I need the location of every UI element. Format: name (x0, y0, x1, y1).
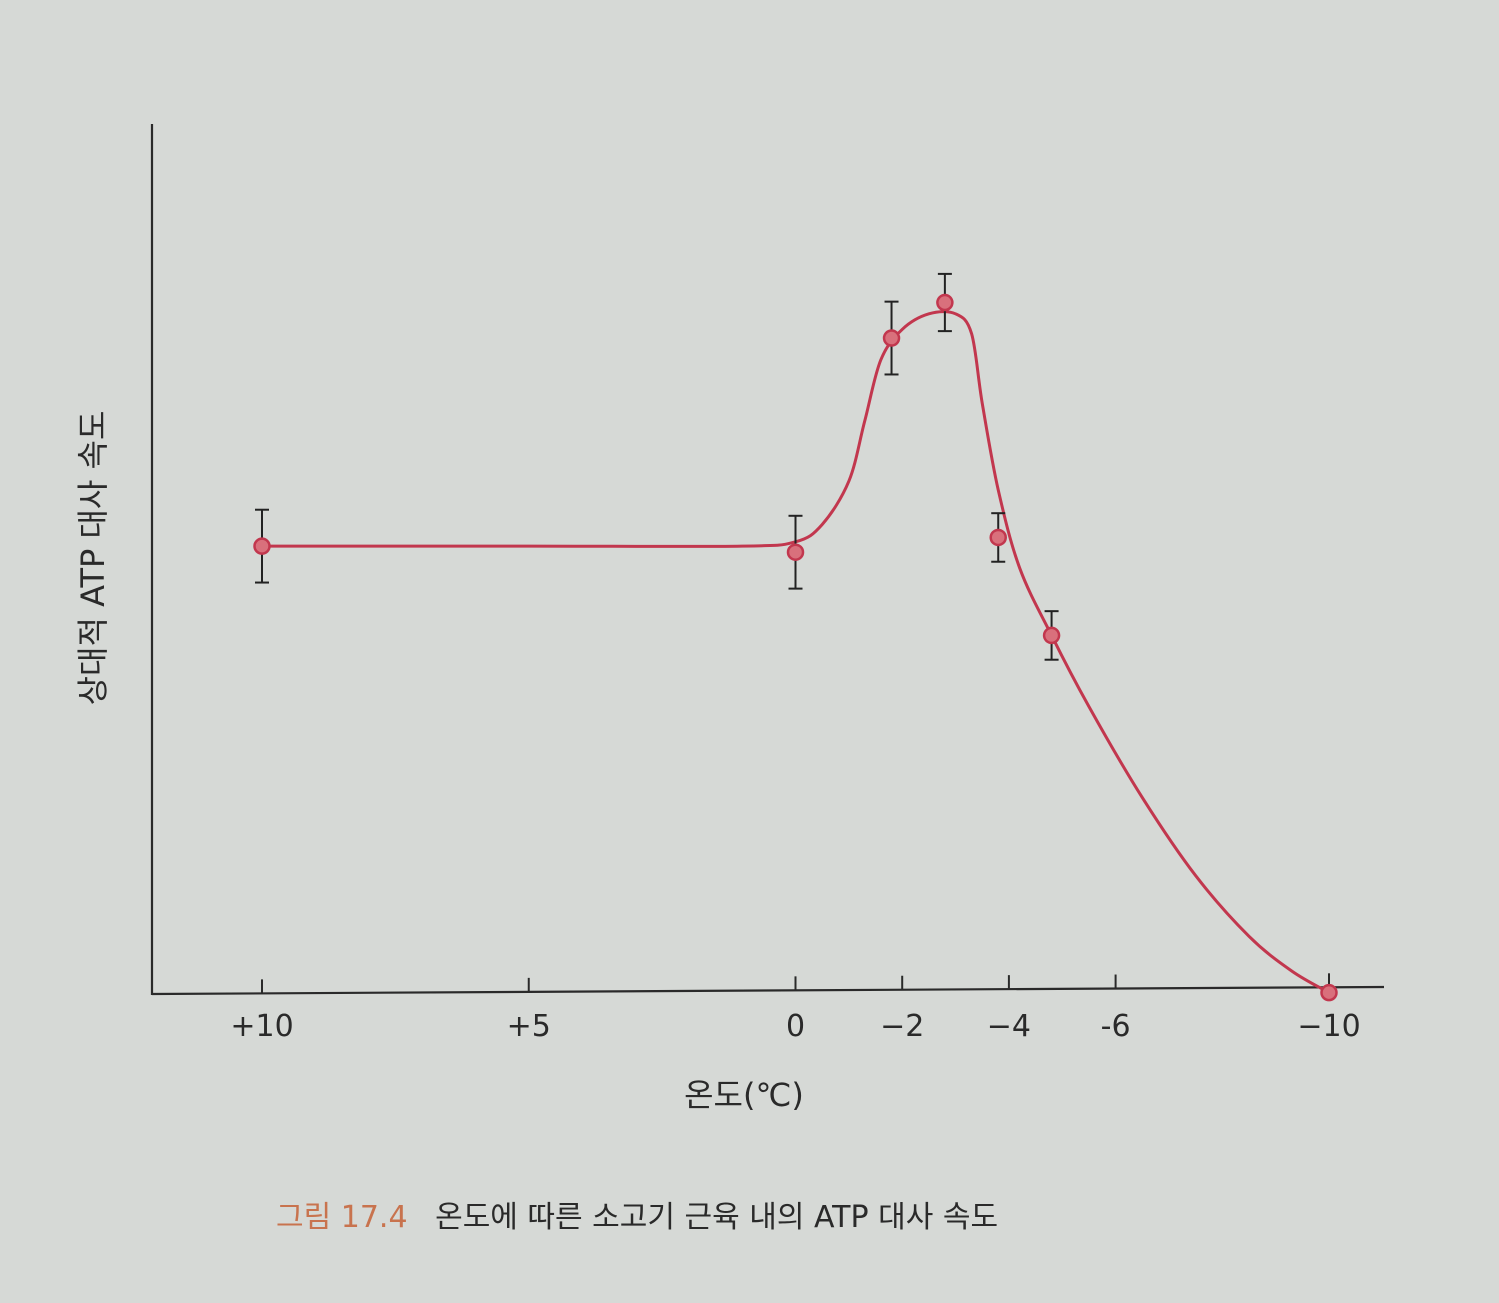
data-point (786, 543, 805, 561)
x-axis-title: 온도(℃) (684, 1076, 804, 1114)
x-tick-label: −10 (1297, 1009, 1360, 1044)
y-axis-title: 상대적 ATP 대사 속도 (74, 411, 112, 706)
figure-caption: 그림 17.4 온도에 따른 소고기 근육 내의 ATP 대사 속도 (276, 1192, 998, 1236)
x-tick-label: -6 (1101, 1009, 1131, 1044)
x-ticks: +10 +5 0 −2 −4 -6 −10 (230, 973, 1361, 1044)
data-point (253, 537, 271, 555)
axes (150, 124, 1385, 996)
x-axis-line (151, 985, 1385, 996)
data-points (253, 293, 1338, 1002)
x-tick-label: −2 (880, 1009, 924, 1044)
data-point (989, 528, 1007, 547)
data-point (1042, 626, 1061, 645)
x-tick-label: −4 (987, 1009, 1031, 1044)
error-bars (255, 272, 1059, 661)
data-point (1320, 983, 1338, 1002)
figure-caption-text: 온도에 따른 소고기 근육 내의 ATP 대사 속도 (435, 1200, 999, 1235)
x-tick-label: 0 (786, 1009, 805, 1044)
x-tick-label: +5 (507, 1009, 551, 1044)
data-point (936, 293, 954, 312)
data-point (882, 329, 901, 347)
x-tick-label: +10 (230, 1009, 293, 1044)
series-line (260, 310, 1331, 995)
series-curve-layer (260, 310, 1331, 995)
figure-number: 그림 17.4 (276, 1200, 408, 1235)
